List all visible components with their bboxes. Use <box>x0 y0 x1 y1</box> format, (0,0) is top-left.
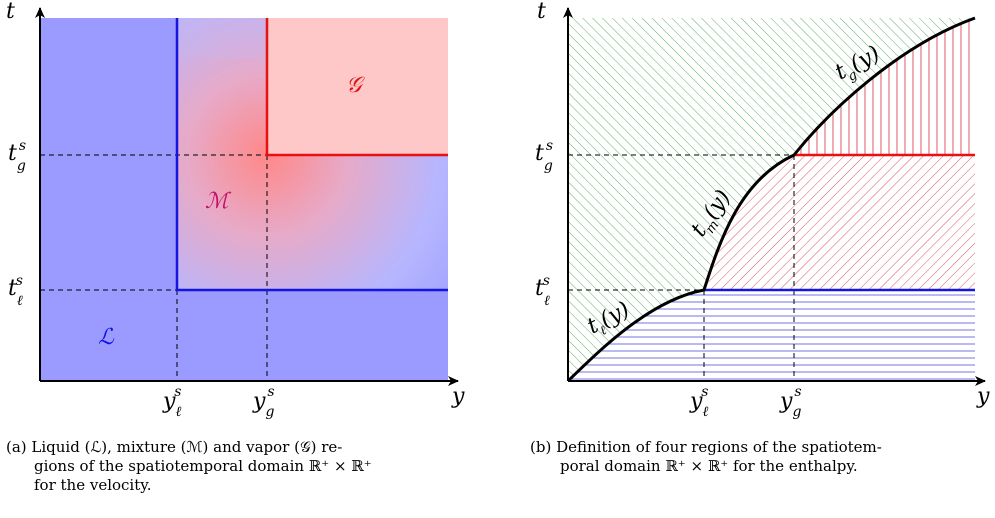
region-blue-horz <box>568 290 975 381</box>
caption-b-line-2: poral domain ℝ⁺ × ℝ⁺ for the enthalpy. <box>560 457 858 475</box>
tick-tg-a: tgs <box>8 138 26 174</box>
curve-t <box>566 16 976 383</box>
region-red-vert <box>794 18 975 155</box>
axis-label-t-a: t <box>6 0 15 24</box>
panel-b: y t tℓ(y) tm(y) tg(y) tgs tℓs yℓs ygs <box>535 0 990 420</box>
vapor-region <box>267 18 448 155</box>
tick-tl-a: tℓs <box>8 273 23 309</box>
tick-yg-b: ygs <box>779 384 802 420</box>
vapor-boundary <box>265 18 448 157</box>
liquid-boundary <box>175 18 448 292</box>
caption-a-line-2: gions of the spatiotemporal domain ℝ⁺ × … <box>34 457 372 475</box>
tick-yl-a: yℓs <box>162 384 181 420</box>
panel-a: y t ℒ ℳ 𝒢 tgs tℓs yℓs ygs <box>6 0 465 420</box>
axis-label-t-b: t <box>537 0 546 24</box>
label-liquid: ℒ <box>98 325 115 350</box>
caption-b: (b) Definition of four regions of the sp… <box>530 438 882 476</box>
caption-a-line-3: for the velocity. <box>34 476 152 494</box>
tick-yl-b: yℓs <box>689 384 708 420</box>
caption-b-line-1: (b) Definition of four regions of the sp… <box>530 438 882 456</box>
label-mixture: ℳ <box>205 189 232 214</box>
caption-a: (a) Liquid (ℒ), mixture (ℳ) and vapor (𝒢… <box>6 438 372 495</box>
tick-tg-b: tgs <box>535 138 553 174</box>
label-vapor: 𝒢 <box>346 73 365 98</box>
tick-yg-a: ygs <box>252 384 275 420</box>
tick-tl-b: tℓs <box>535 273 550 309</box>
axis-label-y-a: y <box>451 384 465 409</box>
caption-a-line-1: (a) Liquid (ℒ), mixture (ℳ) and vapor (𝒢… <box>6 438 343 456</box>
region-red-diag <box>704 155 975 290</box>
axis-label-y-b: y <box>976 384 990 409</box>
